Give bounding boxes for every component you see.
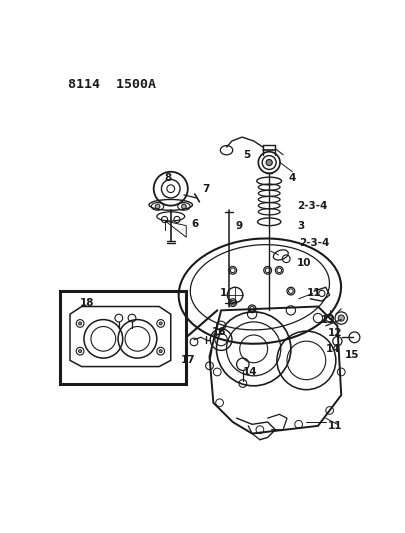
Text: 7: 7 [202,184,210,193]
Text: 2-3-4: 2-3-4 [298,238,329,248]
Text: 11: 11 [306,288,321,298]
Circle shape [155,204,160,209]
Text: 12: 12 [328,328,343,338]
Text: 6: 6 [191,219,198,229]
Text: 5: 5 [243,150,250,160]
Text: 8: 8 [164,173,172,183]
Text: 10: 10 [297,257,311,268]
Circle shape [79,350,82,353]
Text: 18: 18 [80,297,95,308]
Text: 11: 11 [328,421,343,431]
Text: 17: 17 [181,356,196,366]
Circle shape [159,322,162,325]
Circle shape [159,350,162,353]
Text: 3: 3 [297,221,304,231]
Circle shape [79,322,82,325]
Text: 14: 14 [326,344,340,354]
Circle shape [338,315,344,321]
Text: 9: 9 [235,221,242,231]
Bar [60,291,186,384]
Text: 16: 16 [212,327,226,337]
Text: 15: 15 [345,350,360,360]
Text: 14: 14 [243,367,258,377]
Text: 1: 1 [220,288,227,298]
Text: 4: 4 [288,173,296,183]
Text: 8114  1500A: 8114 1500A [68,78,156,91]
Circle shape [266,159,272,166]
Text: 13: 13 [320,314,335,325]
Text: 2-3-4: 2-3-4 [297,201,328,212]
Circle shape [181,204,186,209]
